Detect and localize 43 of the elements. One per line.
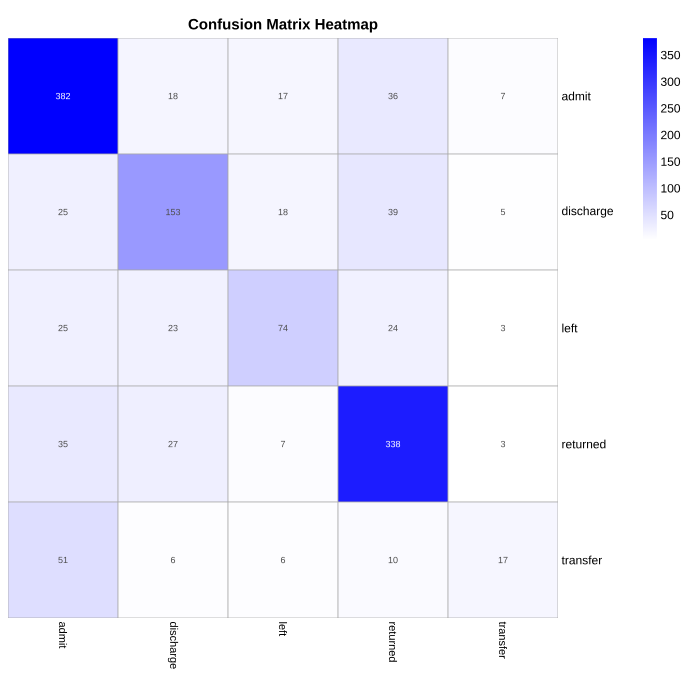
data-label: 3 [500,440,506,448]
data-label: 24 [388,324,398,332]
color-bar-label: 350 [660,50,680,60]
data-label: 27 [168,440,178,448]
x-tick-label: left [278,622,288,636]
data-label: 153 [166,208,180,216]
color-bar-label: 100 [661,184,680,193]
data-label: 5 [500,208,506,216]
data-label: 25 [58,208,68,216]
color-bar-label: 200 [661,130,680,140]
data-label: 7 [500,92,506,100]
data-label: 51 [58,556,68,564]
y-tick-label: returned [562,440,606,448]
data-label: 3 [500,324,506,332]
data-label: 39 [388,208,398,216]
color-bar-label: 250 [661,104,680,113]
data-label: 17 [278,92,288,100]
y-tick-label: transfer [562,556,602,564]
y-tick-label: admit [562,92,591,100]
data-label: 6 [280,556,286,564]
color-bar-label: 300 [660,77,680,86]
data-label: 18 [168,92,178,100]
x-tick-label: transfer [498,622,508,659]
color-bar-label: 150 [661,157,680,166]
color-bar-label: 50 [660,210,674,220]
x-tick-label: admit [58,622,68,648]
data-label: 74 [278,324,288,332]
data-label: 36 [388,92,398,100]
x-tick-label: returned [388,622,398,662]
y-tick-label: discharge [562,206,614,218]
data-label: 10 [388,556,398,564]
data-label: 382 [56,92,70,100]
data-label: 35 [58,440,68,448]
data-label: 25 [58,324,68,332]
data-label: 7 [280,440,286,448]
data-label: 6 [170,556,176,564]
chart-title: Confusion Matrix Heatmap [188,18,378,32]
data-label: 23 [168,324,178,332]
data-label: 18 [278,208,288,216]
x-tick-label: discharge [168,622,178,669]
data-label: 338 [386,440,400,448]
data-label: 17 [498,556,508,564]
y-tick-label: left [562,324,578,332]
